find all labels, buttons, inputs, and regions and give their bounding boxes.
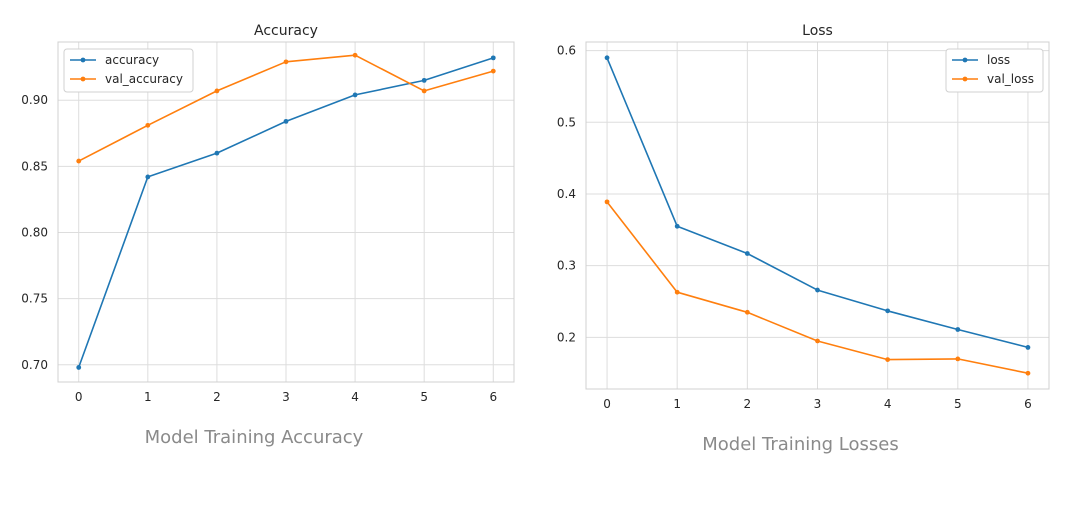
y-tick-label: 0.3 <box>557 259 576 273</box>
legend-marker <box>80 76 86 82</box>
x-tick-label: 3 <box>814 397 822 411</box>
data-point-loss <box>815 287 820 293</box>
data-point-accuracy <box>145 174 151 180</box>
data-point-accuracy <box>421 77 427 83</box>
data-point-val-accuracy <box>283 59 289 65</box>
y-tick-label: 0.5 <box>557 115 576 129</box>
x-tick-label: 0 <box>603 397 611 411</box>
chart-title: Loss <box>802 23 833 39</box>
x-tick-label: 6 <box>489 390 497 404</box>
data-point-val-loss <box>604 199 610 205</box>
x-tick-label: 2 <box>744 397 752 411</box>
chart-caption: Model Training Accuracy <box>145 427 364 448</box>
x-tick-label: 2 <box>213 390 221 404</box>
data-point-val-loss <box>955 356 961 362</box>
plot-frame <box>57 41 515 383</box>
y-tick-label: 0.4 <box>557 187 576 201</box>
data-point-accuracy <box>352 92 358 98</box>
data-point-loss <box>604 55 610 61</box>
data-point-accuracy <box>76 365 82 370</box>
chart-title: Accuracy <box>254 23 318 39</box>
data-point-val-accuracy <box>352 52 358 58</box>
chart-accuracy: 0 1 2 3 4 5 6 0.70 0.75 0.80 0.85 0.90 Accuracy Model… <box>21 23 515 448</box>
data-point-val-accuracy <box>421 88 427 94</box>
y-tick-label: 0.80 <box>21 226 48 240</box>
y-tick-label: 0.75 <box>21 292 48 306</box>
x-tick-label: 4 <box>884 397 892 411</box>
data-point-val-loss <box>815 338 820 344</box>
data-point-val-accuracy <box>76 158 82 164</box>
legend-label: accuracy <box>105 53 159 67</box>
x-tick-label: 5 <box>954 397 962 411</box>
x-tick-label: 3 <box>282 390 290 404</box>
legend: accuracy val_accuracy <box>63 48 194 93</box>
data-point-val-loss <box>674 289 680 295</box>
data-point-val-accuracy <box>490 68 496 74</box>
data-point-val-loss <box>744 309 750 315</box>
y-tick-label: 0.70 <box>21 358 48 372</box>
legend-marker <box>80 57 86 63</box>
legend: loss val_loss <box>945 48 1044 93</box>
data-point-accuracy <box>490 55 496 61</box>
data-point-loss <box>674 223 680 229</box>
data-point-val-accuracy <box>145 122 151 128</box>
data-point-accuracy <box>214 150 220 156</box>
x-tick-label: 6 <box>1024 397 1032 411</box>
legend-box <box>63 48 194 93</box>
x-tick-label: 0 <box>75 390 83 404</box>
data-point-val-loss <box>1025 370 1031 376</box>
legend-marker <box>962 76 968 82</box>
y-tick-label: 0.6 <box>557 44 576 58</box>
y-tick-label: 0.90 <box>21 93 48 107</box>
legend-label: val_accuracy <box>105 72 183 86</box>
x-tick-label: 4 <box>351 390 359 404</box>
chart-loss: 0 1 2 3 4 5 6 0.2 0.3 0.4 0.5 0.6 Loss Model Training… <box>557 23 1050 455</box>
legend-marker <box>962 57 968 63</box>
data-point-loss <box>744 251 750 256</box>
data-point-loss <box>1025 345 1031 350</box>
y-tick-label: 0.2 <box>557 330 576 344</box>
data-point-loss <box>955 327 961 332</box>
data-point-val-loss <box>885 357 891 363</box>
y-tick-label: 0.85 <box>21 159 48 173</box>
x-tick-label: 5 <box>420 390 428 404</box>
x-tick-label: 1 <box>673 397 681 411</box>
data-point-accuracy <box>283 118 289 124</box>
chart-caption: Model Training Losses <box>702 434 898 455</box>
legend-label: loss <box>987 53 1010 67</box>
x-tick-label: 1 <box>144 390 152 404</box>
plot-frame <box>585 41 1050 390</box>
data-point-loss <box>885 308 891 314</box>
data-point-val-accuracy <box>214 88 220 94</box>
legend-label: val_loss <box>987 72 1034 86</box>
